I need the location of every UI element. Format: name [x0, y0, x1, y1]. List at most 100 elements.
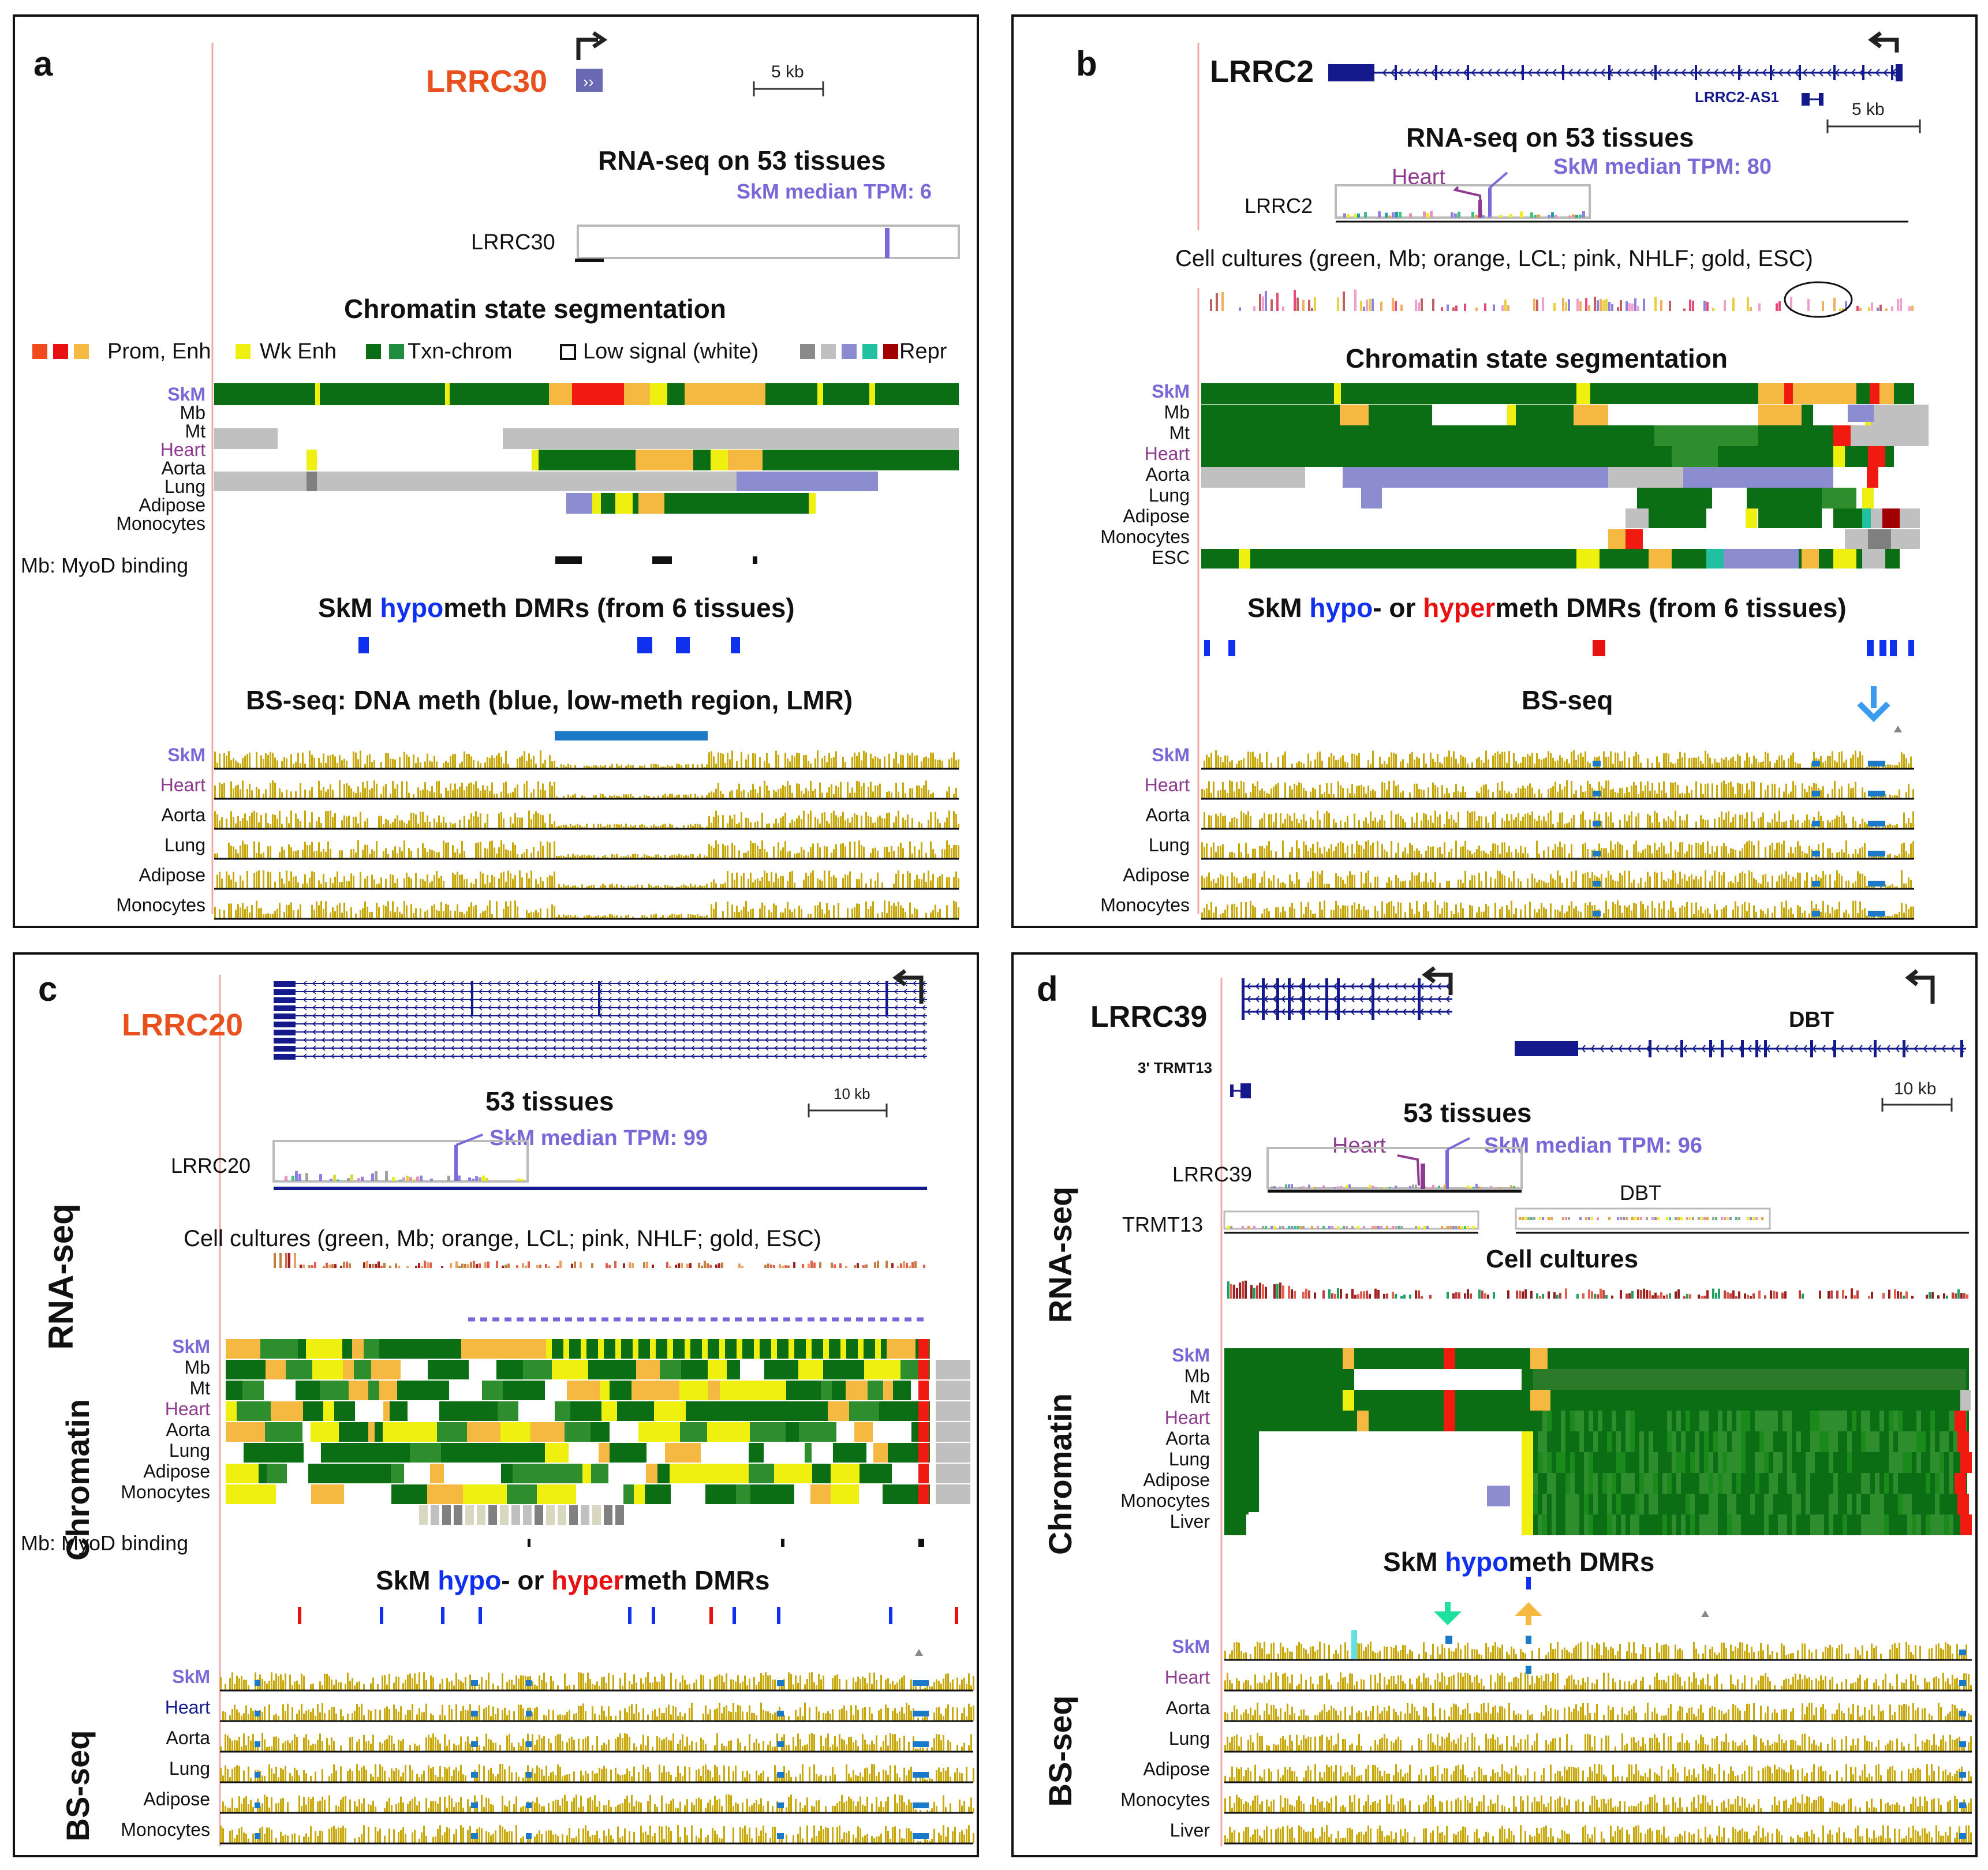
strand-chevron	[459, 1045, 464, 1051]
bs-bar	[1628, 870, 1630, 889]
bs-bar	[1748, 840, 1750, 859]
strand-chevron	[552, 1005, 556, 1011]
bs-bar	[1321, 794, 1323, 799]
bs-bar	[1444, 824, 1445, 829]
bs-bar	[794, 882, 795, 889]
strand-chevron	[663, 1005, 667, 1011]
bs-bar	[503, 818, 505, 829]
bs-bar	[300, 783, 301, 799]
chrom-segment	[592, 493, 601, 514]
bs-bar	[1748, 870, 1750, 889]
cell-bar	[1354, 289, 1357, 311]
bs-tracks	[220, 1672, 974, 1845]
bs-bar	[402, 1683, 404, 1691]
strand-chevron	[921, 1021, 926, 1027]
bs-bar	[1811, 787, 1813, 799]
bs-bar	[1550, 788, 1552, 799]
strand-chevron	[367, 989, 372, 994]
bs-bar	[602, 766, 604, 769]
bs-bar	[973, 1675, 974, 1691]
strand-chevron	[727, 1029, 732, 1035]
bs-bar	[953, 811, 955, 829]
strand-chevron	[626, 981, 630, 986]
bs-bar	[510, 901, 511, 919]
bs-bar	[1441, 785, 1443, 799]
myod-peak	[528, 1539, 530, 1547]
bs-bar	[1605, 812, 1607, 829]
strand-chevron	[321, 997, 326, 1003]
bs-bar	[939, 876, 941, 889]
bs-bar	[355, 913, 357, 919]
cell-bar	[1631, 304, 1634, 311]
strand-chevron	[857, 1045, 861, 1051]
bs-bar	[451, 1680, 453, 1691]
bs-bar	[1289, 874, 1291, 889]
bs-bar	[921, 879, 922, 889]
cell-bar	[773, 1265, 775, 1268]
bs-bar	[1621, 788, 1623, 799]
bs-bar	[304, 810, 306, 829]
bs-bar	[1635, 816, 1637, 829]
bs-bar	[958, 878, 959, 889]
bs-bar	[900, 843, 902, 859]
bs-bar	[706, 915, 708, 919]
chromatin-title: Chromatin state segmentation	[344, 294, 726, 324]
strand-chevron	[1382, 69, 1387, 77]
bs-bar	[468, 754, 470, 769]
bs-bar	[819, 880, 821, 889]
strand-chevron	[589, 997, 593, 1003]
track-segment	[720, 1381, 752, 1400]
bs-bar	[1735, 876, 1736, 889]
bs-bar	[816, 1685, 817, 1691]
bs-bar	[230, 760, 232, 769]
bs-bar	[330, 848, 331, 859]
bs-bar	[1508, 877, 1510, 889]
bs-bar	[1367, 823, 1369, 829]
track-segment	[679, 1381, 708, 1400]
bs-bar	[565, 766, 567, 769]
cell-bar	[274, 1253, 276, 1268]
bs-bar	[1201, 876, 1203, 889]
bs-bar	[939, 823, 941, 829]
bs-bar	[674, 914, 675, 919]
bs-bar	[1709, 913, 1711, 919]
bs-bar	[1811, 849, 1813, 859]
bs-bar	[1695, 758, 1697, 769]
bs-bar	[749, 1678, 750, 1691]
track-segment	[1746, 508, 1757, 528]
cell-bar	[779, 1264, 781, 1268]
bs-bar	[324, 1673, 326, 1691]
track-segment	[786, 1464, 801, 1483]
bs-bar	[814, 788, 816, 799]
bs-bar	[427, 851, 428, 859]
rna-bar	[1451, 212, 1453, 218]
bs-bar	[1229, 761, 1231, 769]
dmr-mark	[955, 1607, 958, 1624]
bs-bar	[671, 886, 673, 889]
track-segment	[308, 1464, 341, 1483]
bs-bar	[655, 914, 657, 919]
bs-bar	[928, 790, 929, 799]
bs-bar	[485, 1680, 487, 1691]
strand-chevron	[1778, 69, 1783, 77]
bs-bar	[475, 904, 477, 919]
bs-bar	[1591, 787, 1593, 799]
strand-chevron	[441, 981, 446, 986]
bs-bar	[600, 824, 601, 829]
strand-chevron	[367, 981, 372, 986]
bs-bar	[354, 1685, 356, 1691]
bs-bar	[332, 907, 334, 919]
cell-bar	[909, 1266, 911, 1268]
bs-bar	[754, 879, 756, 889]
bs-bar	[870, 906, 872, 919]
bs-bar	[1254, 907, 1256, 919]
rna-bar	[1354, 214, 1357, 218]
track-segment	[569, 1505, 578, 1525]
bs-bar	[581, 884, 583, 889]
bs-bar	[214, 907, 216, 919]
strand-chevron	[672, 989, 677, 994]
cell-bar	[1565, 302, 1567, 311]
bs-bar	[484, 790, 486, 799]
bs-bar	[920, 1686, 921, 1691]
bs-bar	[528, 878, 530, 889]
